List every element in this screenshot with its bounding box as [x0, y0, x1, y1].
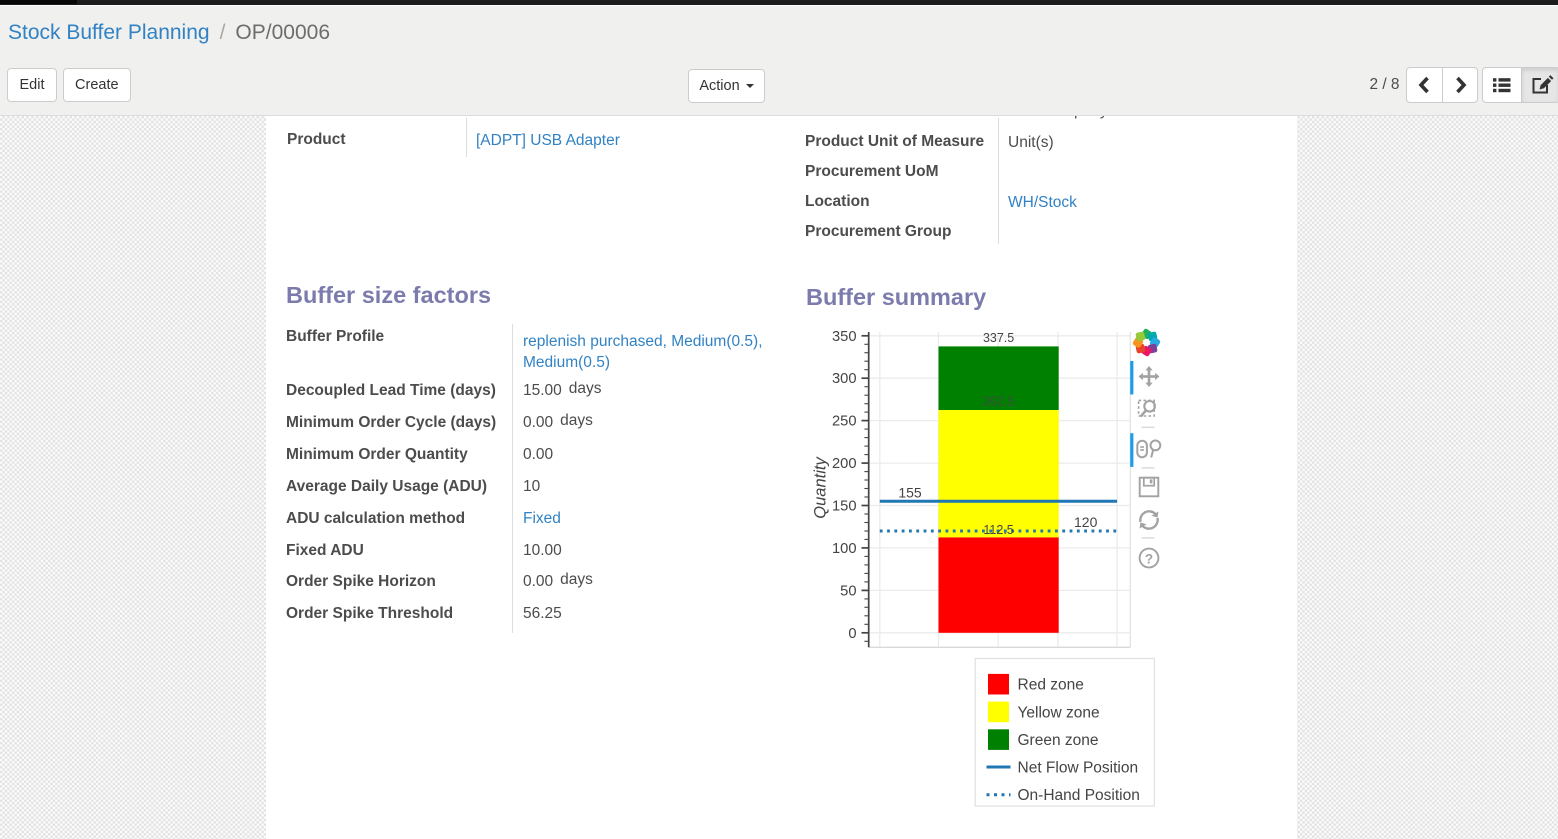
svg-text:200: 200 — [832, 456, 857, 472]
svg-text:Net Flow Position: Net Flow Position — [1018, 759, 1139, 776]
svg-text:112.5: 112.5 — [983, 523, 1013, 537]
svg-text:300: 300 — [832, 371, 857, 387]
svg-text:120: 120 — [1074, 514, 1098, 530]
svg-text:Red zone: Red zone — [1018, 677, 1084, 694]
svg-text:250: 250 — [832, 414, 857, 430]
svg-text:Green zone: Green zone — [1018, 732, 1099, 749]
svg-text:155: 155 — [898, 484, 922, 500]
svg-text:?: ? — [1145, 552, 1153, 567]
svg-text:50: 50 — [840, 583, 856, 599]
svg-text:150: 150 — [832, 499, 857, 515]
svg-text:100: 100 — [832, 541, 857, 557]
svg-text:262.5: 262.5 — [983, 395, 1014, 409]
svg-text:350: 350 — [832, 329, 857, 345]
svg-text:On-Hand Position: On-Hand Position — [1018, 787, 1140, 804]
svg-text:0: 0 — [848, 626, 856, 642]
svg-text:Yellow zone: Yellow zone — [1018, 704, 1100, 721]
svg-text:337.5: 337.5 — [983, 331, 1014, 345]
svg-text:Quantity: Quantity — [811, 456, 829, 519]
